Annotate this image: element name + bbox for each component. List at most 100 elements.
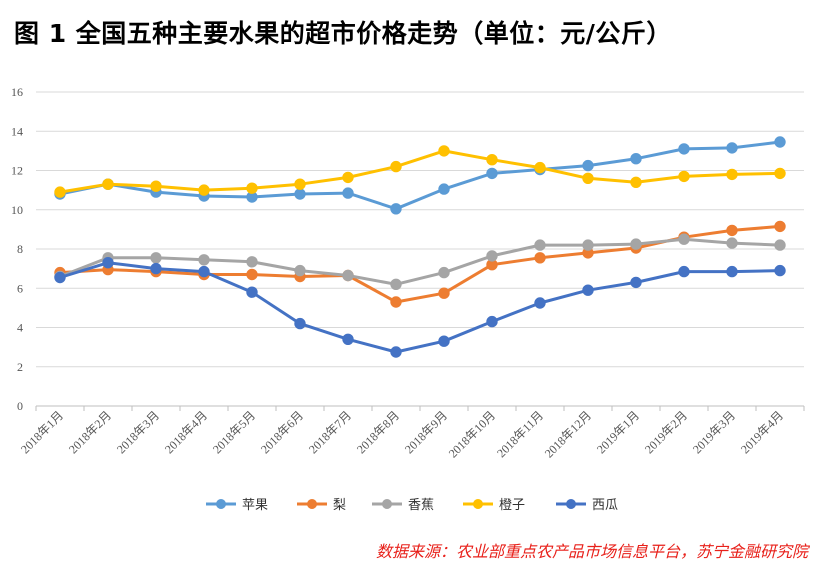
x-tick-label: 2018年8月 [354, 408, 402, 456]
data-point [726, 168, 738, 181]
data-point [294, 264, 306, 277]
data-point [198, 265, 210, 278]
series-line [58, 149, 782, 194]
data-point [774, 239, 786, 251]
data-point [438, 335, 450, 347]
data-point [582, 239, 594, 251]
legend-label: 梨 [333, 498, 346, 513]
data-point [438, 266, 450, 279]
series-2 [54, 220, 786, 308]
y-axis-ticks: 0 2 4 6 8 10 12 14 16 [11, 85, 23, 413]
data-point [390, 346, 402, 358]
legend-label: 香蕉 [408, 498, 434, 513]
data-point [246, 268, 258, 281]
series-line [58, 224, 782, 304]
data-point [486, 167, 498, 180]
x-tick-label: 2019年2月 [642, 408, 690, 456]
x-tick-label: 2018年4月 [162, 408, 210, 456]
data-point [342, 171, 354, 184]
x-tick-label: 2018年11月 [494, 408, 546, 460]
data-point [678, 233, 690, 245]
data-point [198, 184, 210, 196]
legend-label: 苹果 [242, 498, 268, 513]
data-point [294, 188, 306, 200]
y-tick-label: 2 [17, 360, 23, 374]
data-point [534, 239, 546, 251]
data-point [486, 250, 498, 262]
data-point [726, 142, 738, 154]
data-point [294, 178, 306, 190]
y-tick-label: 4 [17, 321, 23, 335]
x-tick-label: 2019年4月 [738, 408, 786, 456]
legend-label: 西瓜 [592, 498, 618, 513]
data-point [726, 237, 738, 249]
data-point [438, 145, 450, 157]
y-tick-label: 8 [17, 242, 23, 256]
data-source-note: 数据来源：农业部重点农产品市场信息平台，苏宁金融研究院 [375, 542, 808, 561]
data-point [534, 297, 546, 309]
legend-swatch-marker [473, 499, 483, 509]
legend-label: 橙子 [499, 498, 525, 513]
series-5 [54, 257, 786, 358]
data-point [102, 257, 114, 269]
data-point [486, 154, 498, 166]
y-tick-label: 16 [11, 85, 23, 99]
gridlines [36, 91, 804, 368]
data-point [390, 160, 402, 173]
data-point [582, 284, 594, 296]
data-point [582, 159, 594, 172]
data-point [342, 333, 354, 345]
data-point [342, 187, 354, 199]
data-point [390, 278, 402, 290]
data-point [150, 252, 162, 264]
data-point [54, 186, 66, 198]
x-tick-label: 2018年1月 [18, 408, 66, 456]
y-tick-label: 14 [11, 124, 23, 138]
legend-item: 橙子 [463, 498, 525, 513]
x-tick-label: 2018年9月 [402, 408, 450, 456]
series-group [54, 136, 786, 358]
data-point [630, 153, 642, 165]
data-point [726, 265, 738, 278]
data-point [678, 143, 690, 155]
legend-item: 梨 [297, 498, 346, 513]
data-point [678, 265, 690, 278]
data-point [726, 224, 738, 237]
x-tick-label: 2019年3月 [690, 408, 738, 456]
data-point [582, 172, 594, 185]
x-tick-label: 2018年6月 [258, 408, 306, 456]
legend-swatch-marker [382, 499, 392, 509]
series-line [58, 140, 782, 211]
series-line [58, 237, 782, 286]
data-point [774, 220, 786, 233]
series-4 [54, 145, 786, 198]
data-point [438, 287, 450, 299]
legend-swatch-marker [307, 499, 317, 509]
data-point [150, 262, 162, 275]
y-tick-label: 10 [11, 203, 23, 217]
series-3 [54, 233, 786, 290]
legend-swatch-marker [566, 499, 576, 509]
data-point [678, 170, 690, 183]
y-tick-label: 0 [17, 399, 23, 413]
data-point [438, 183, 450, 195]
x-tick-label: 2018年2月 [66, 408, 114, 456]
data-point [486, 315, 498, 328]
data-point [774, 264, 786, 277]
legend-item: 西瓜 [556, 498, 618, 513]
legend-item: 香蕉 [372, 498, 434, 513]
x-tick-label: 2018年12月 [542, 408, 594, 460]
x-tick-label: 2019年1月 [594, 408, 642, 456]
chart-title: 图 1 全国五种主要水果的超市价格走势（单位：元/公斤） [14, 19, 672, 48]
data-point [54, 271, 66, 284]
series-line [58, 261, 782, 354]
legend: 苹果 梨 香蕉 橙子 西瓜 [206, 498, 618, 513]
data-point [390, 203, 402, 215]
data-point [390, 296, 402, 308]
y-tick-label: 12 [11, 164, 23, 178]
data-point [246, 182, 258, 194]
legend-item: 苹果 [206, 498, 268, 513]
x-tick-label: 2018年3月 [114, 408, 162, 456]
series-1 [54, 136, 786, 215]
